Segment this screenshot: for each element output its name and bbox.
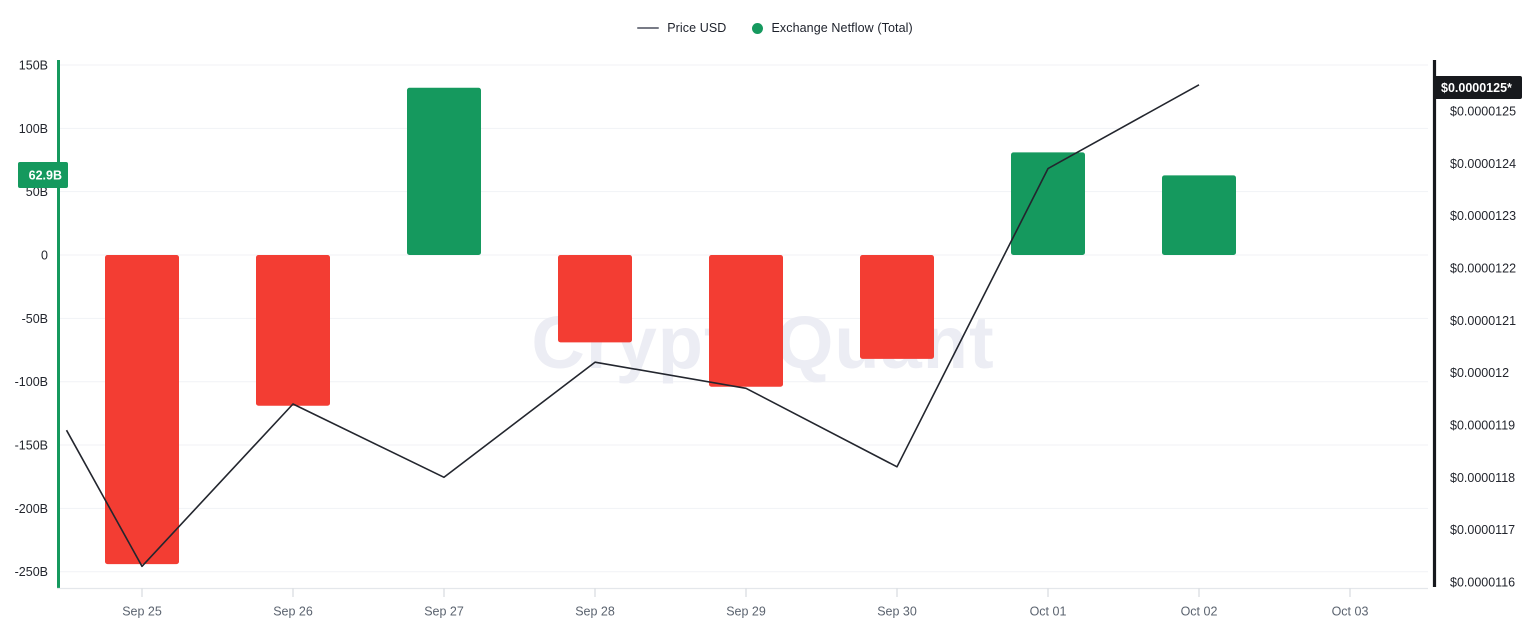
netflow-bar-sep-28[interactable]	[558, 255, 632, 343]
legend-label-price-usd: Price USD	[667, 21, 727, 35]
right-axis-label: $0.0000118	[1450, 471, 1515, 485]
netflow-bar-sep-27[interactable]	[407, 87, 481, 256]
netflow-bar-sep-30[interactable]	[860, 255, 934, 359]
left-axis-label: 0	[41, 249, 48, 263]
right-axis-label: $0.0000116	[1450, 575, 1515, 589]
x-axis-label: Oct 03	[1332, 605, 1369, 619]
left-axis-label: -150B	[15, 439, 48, 453]
netflow-bar-oct-02[interactable]	[1162, 175, 1236, 256]
price-line[interactable]	[65, 84, 1200, 568]
x-axis-label: Sep 27	[424, 605, 464, 619]
netflow-bar-sep-26[interactable]	[256, 255, 330, 406]
netflow-bar-sep-29[interactable]	[709, 255, 783, 387]
legend-item-exchange-netflow[interactable]: Exchange Netflow (Total)	[752, 21, 913, 35]
right-axis-label: $0.0000123	[1450, 209, 1516, 223]
x-axis-label: Sep 30	[877, 605, 917, 619]
left-axis-label: -200B	[15, 502, 48, 516]
price-current-badge: $0.0000125*	[1434, 76, 1522, 99]
right-axis-label: $0.0000122	[1450, 261, 1516, 275]
left-axis-label: 100B	[19, 122, 48, 136]
x-axis-label: Oct 01	[1030, 605, 1067, 619]
left-axis-label: -50B	[22, 312, 48, 326]
price-badge-bg	[1434, 76, 1522, 99]
netflow-bar-oct-01[interactable]	[1011, 152, 1085, 256]
netflow-current-badge: 62.9B	[18, 162, 68, 188]
price-badge-label: $0.0000125*	[1441, 81, 1512, 95]
right-axis-label: $0.0000119	[1450, 418, 1515, 432]
x-axis-label: Sep 28	[575, 605, 615, 619]
left-axis-label: 150B	[19, 59, 48, 73]
x-axis-label: Sep 29	[726, 605, 766, 619]
x-axis-label: Sep 26	[273, 605, 313, 619]
right-axis-label: $0.0000125	[1450, 105, 1516, 119]
left-axis-label: -100B	[15, 375, 48, 389]
right-axis-label: $0.0000117	[1450, 523, 1515, 537]
netflow-bar-sep-25[interactable]	[105, 255, 179, 565]
left-axis-label: -250B	[15, 565, 48, 579]
x-axis-label: Oct 02	[1181, 605, 1218, 619]
right-axis-label: $0.0000124	[1450, 157, 1516, 171]
netflow-dot-swatch	[752, 22, 764, 34]
legend-label-exchange-netflow: Exchange Netflow (Total)	[771, 21, 913, 35]
right-axis-label: $0.0000121	[1450, 314, 1516, 328]
legend-item-price-usd[interactable]: Price USD	[637, 21, 726, 35]
left-axis-label: 50B	[26, 185, 48, 199]
x-axis-label: Sep 25	[122, 605, 162, 619]
price-line-swatch	[637, 26, 660, 30]
legend: Price USD Exchange Netflow (Total)	[0, 21, 1530, 35]
netflow-badge-label: 62.9B	[29, 169, 62, 183]
netflow-badge-bg	[18, 162, 68, 188]
right-axis-label: $0.000012	[1450, 366, 1509, 380]
